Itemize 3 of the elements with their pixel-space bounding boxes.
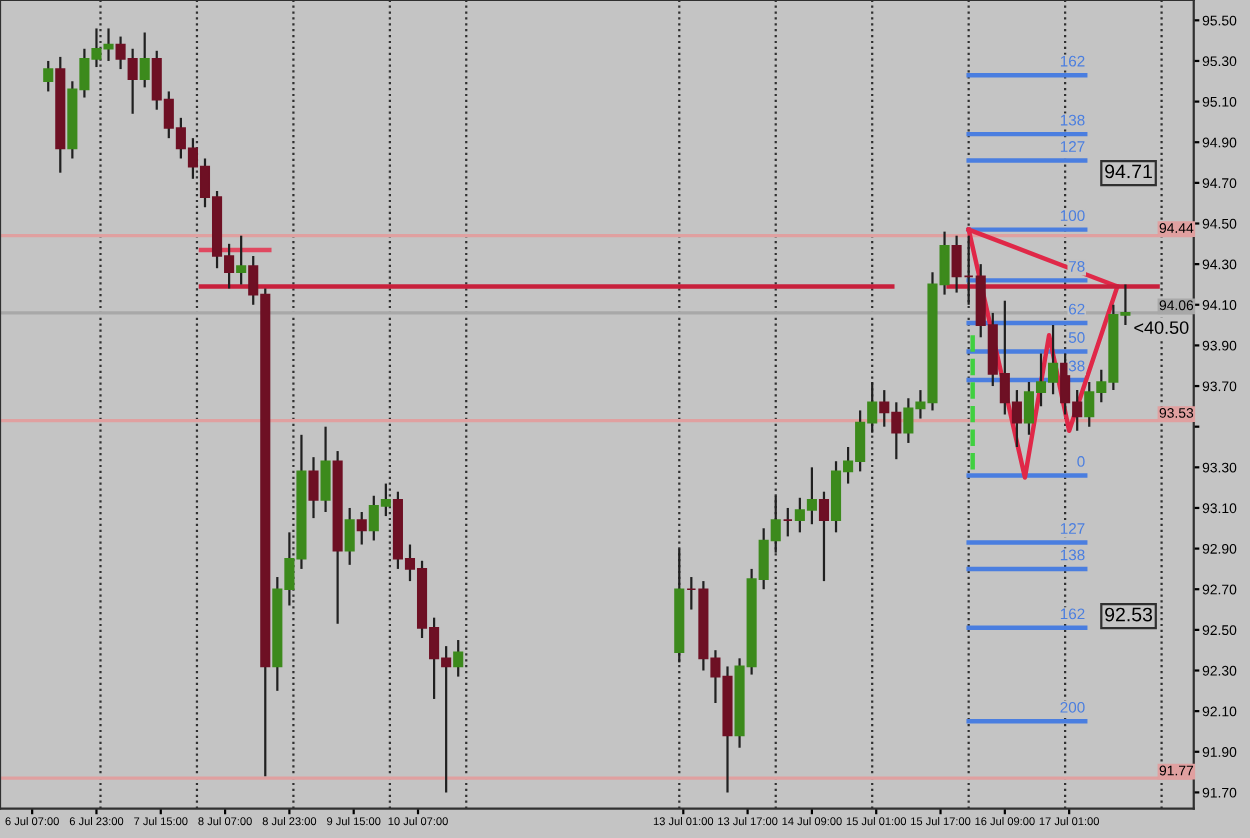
annotation: 94.71 — [1105, 164, 1152, 179]
annotation: <40.50 — [1134, 321, 1189, 334]
annotation: 92.53 — [1105, 607, 1153, 622]
